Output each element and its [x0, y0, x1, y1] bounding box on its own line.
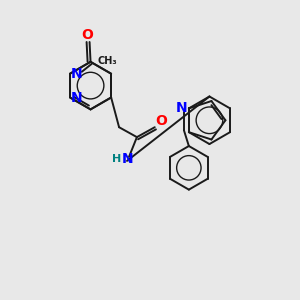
Text: N: N: [71, 67, 83, 81]
Text: N: N: [176, 101, 188, 116]
Text: CH₃: CH₃: [98, 56, 117, 66]
Text: H: H: [112, 154, 122, 164]
Text: N: N: [122, 152, 134, 166]
Text: N: N: [71, 92, 83, 106]
Text: O: O: [156, 114, 168, 128]
Text: O: O: [82, 28, 94, 42]
